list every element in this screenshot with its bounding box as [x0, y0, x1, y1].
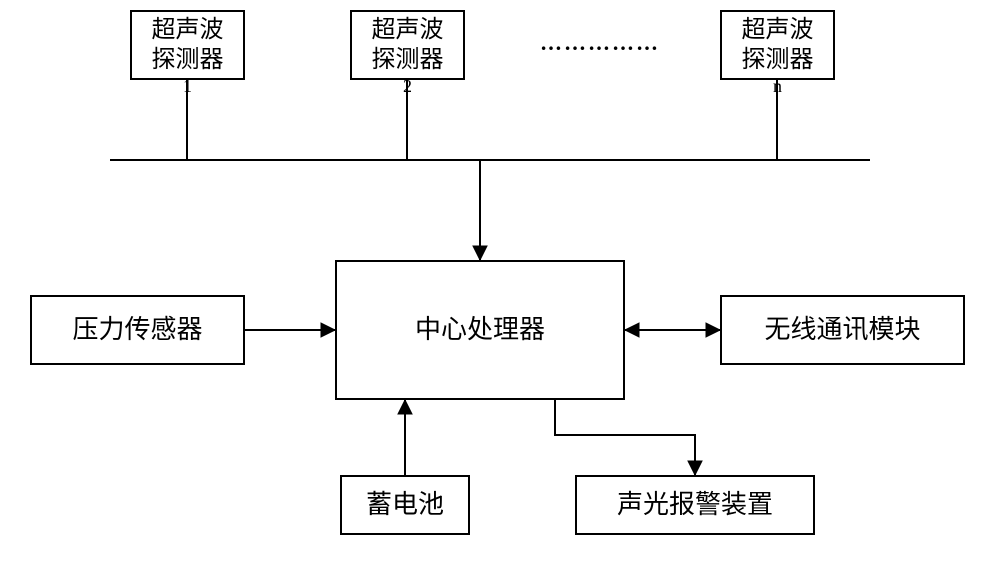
- battery-label: 蓄电池: [366, 489, 444, 522]
- ellipsis-icon: ……………: [540, 30, 660, 56]
- ultrasonic-detector-1-index: 1: [130, 76, 245, 97]
- pressure-sensor-label: 压力传感器: [72, 314, 202, 347]
- ultrasonic-detector-n-label: 超声波 探测器: [742, 15, 814, 75]
- central-processor-label: 中心处理器: [415, 314, 545, 347]
- block-diagram: 超声波 探测器 1 超声波 探测器 2 …………… 超声波 探测器 n 压力传感…: [0, 0, 1000, 573]
- battery: 蓄电池: [340, 475, 470, 535]
- audible-visual-alarm-label: 声光报警装置: [617, 489, 773, 522]
- ultrasonic-detector-2-label: 超声波 探测器: [372, 15, 444, 75]
- audible-visual-alarm: 声光报警装置: [575, 475, 815, 535]
- ultrasonic-detector-2: 超声波 探测器: [350, 10, 465, 80]
- wireless-module: 无线通讯模块: [720, 295, 965, 365]
- central-processor: 中心处理器: [335, 260, 625, 400]
- ultrasonic-detector-n: 超声波 探测器: [720, 10, 835, 80]
- ultrasonic-detector-n-index: n: [720, 76, 835, 97]
- ultrasonic-detector-2-index: 2: [350, 76, 465, 97]
- ultrasonic-detector-1-label: 超声波 探测器: [152, 15, 224, 75]
- wireless-module-label: 无线通讯模块: [764, 314, 920, 347]
- ultrasonic-detector-1: 超声波 探测器: [130, 10, 245, 80]
- pressure-sensor: 压力传感器: [30, 295, 245, 365]
